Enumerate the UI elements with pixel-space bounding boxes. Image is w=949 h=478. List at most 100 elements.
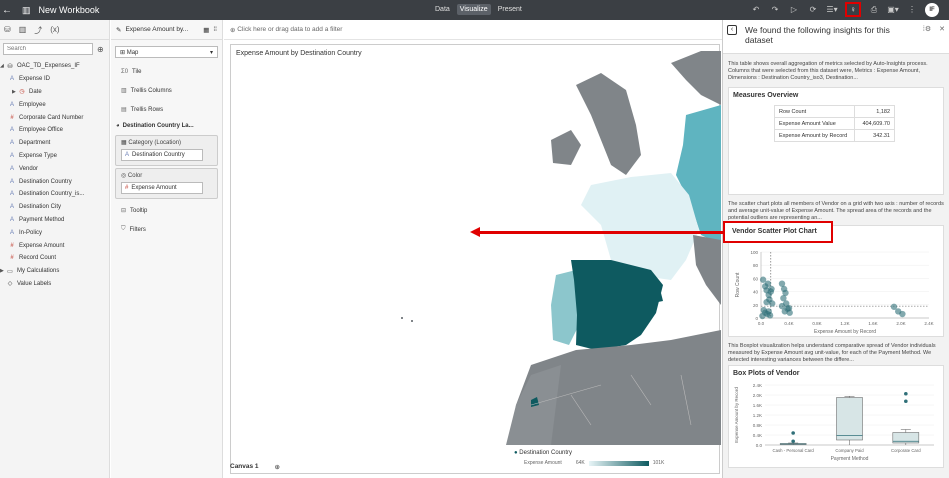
refresh-icon[interactable]: ⟳ [809, 5, 817, 14]
field-item[interactable]: A Department [9, 140, 51, 147]
measure-icon: # [10, 255, 14, 262]
avatar[interactable]: IF [925, 2, 939, 17]
map-region-germany[interactable] [676, 105, 721, 245]
search-input[interactable] [3, 43, 93, 55]
box-outlier [904, 391, 908, 396]
field-item[interactable]: A Payment Method [9, 216, 65, 223]
field-item[interactable]: A Destination City [9, 204, 62, 211]
trellis-columns-row[interactable]: ▥ Trellis Columns [121, 87, 172, 95]
mode-visualize[interactable]: Visualize [456, 4, 491, 15]
x-axis-label: Payment Method [831, 456, 869, 462]
x-tick-label: 0.0 [758, 321, 765, 326]
field-item[interactable]: A Expense Type [9, 152, 57, 159]
map-visualization[interactable]: Expense Amount by Destination Country [230, 44, 721, 474]
color-pill[interactable]: # Expense Amount [121, 182, 203, 194]
my-calculations-item[interactable]: ▶ ▭ My Calculations [0, 268, 60, 275]
mode-present[interactable]: Present [497, 6, 522, 13]
tab-canvas-1[interactable]: Canvas 1 [230, 463, 259, 470]
menu-icon[interactable]: ☰▾ [826, 5, 838, 14]
box-plot-chart[interactable]: 0.0 0.4K 0.8K 1.2K 1.6K 2.0K 2.4K Cash - Person… [729, 381, 944, 466]
data-tab-icon[interactable]: ⛁ [4, 25, 11, 34]
chevron-right-icon[interactable]: ▶ [12, 88, 16, 95]
category-pill[interactable]: A Destination Country [121, 149, 203, 161]
folder-icon: ▭ [7, 268, 13, 275]
field-item[interactable]: # Corporate Card Number [0, 111, 109, 124]
measure-icon: # [10, 114, 14, 121]
field-item[interactable]: ▶ ◷ Date [12, 88, 42, 96]
y-tick-label: 0.4K [753, 433, 762, 438]
viz-tab-icon[interactable]: ▥ [18, 25, 27, 34]
layer-header[interactable]: ◕ Destination Country La... [116, 123, 194, 129]
tooltip-row[interactable]: ⊟ Tooltip [121, 207, 148, 215]
map-region-italy[interactable] [693, 235, 721, 305]
chevron-right-icon[interactable]: ▶ [0, 268, 4, 275]
tile-row[interactable]: Σ0 Tile [121, 68, 142, 75]
map-region-portugal[interactable] [551, 270, 579, 345]
calc-tab-icon[interactable]: (x) [50, 25, 60, 34]
scatter-chart[interactable]: 0 20 40 60 80 100 0.0 0.4K 0.8K 1.2K 1.6K 2.0K 2.4K E… [729, 226, 944, 338]
field-item[interactable]: A Employee Office [9, 127, 63, 134]
grammar-tab-icon[interactable]: ▦ [203, 26, 210, 34]
settings-icon[interactable]: ⁞⚙ [922, 26, 932, 33]
scatter-card[interactable]: 0 20 40 60 80 100 0.0 0.4K 0.8K 1.2K 1.6K 2.0K 2.4K E… [728, 225, 944, 337]
x-tick-label: Company Paid [835, 448, 864, 453]
category-drop-target[interactable]: ▦ Category (Location) A Destination Count… [115, 135, 218, 166]
boxplot-card[interactable]: Box Plots of Vendor 0.0 0.4K 0.8K 1.2K 1.6K 2… [728, 365, 944, 468]
trellis-rows-row[interactable]: ▤ Trellis Rows [121, 106, 164, 114]
auto-insights-icon[interactable]: ♀ [845, 2, 861, 17]
map-region-france[interactable] [581, 173, 699, 280]
properties-tab-icon[interactable]: ⁞⁞ [213, 26, 217, 33]
viz-name[interactable]: Expense Amount by... [125, 26, 189, 33]
attribute-icon: A [9, 152, 14, 159]
collapse-icon[interactable]: ‹ [727, 25, 737, 35]
map-region-norway[interactable] [671, 51, 721, 105]
attribute-icon: A [9, 204, 14, 211]
export-icon[interactable]: ⎙ [870, 4, 878, 14]
measure-icon: # [10, 242, 14, 249]
chevron-down-icon[interactable]: ◢ [0, 63, 4, 70]
insights-title: We found the following insights for this… [745, 25, 890, 45]
scatter-title-highlight: Vendor Scatter Plot Chart [723, 221, 833, 243]
add-canvas-icon[interactable]: ⊕ [274, 464, 280, 471]
map-svg[interactable] [231, 45, 721, 445]
filters-row[interactable]: ⛉ Filters [121, 226, 146, 233]
x-tick-label: 1.6K [868, 321, 877, 326]
more-icon[interactable]: ⋮ [908, 5, 916, 14]
field-item[interactable]: A In-Policy [9, 229, 43, 236]
map-region-uk[interactable] [576, 73, 641, 175]
map-region-spain[interactable] [571, 260, 663, 350]
field-item[interactable]: A Destination Country [9, 178, 72, 185]
field-item[interactable]: A Employee [9, 101, 46, 108]
filter-bar[interactable]: ⊕ Click here or drag data to add a filte… [224, 20, 724, 40]
add-data-icon[interactable]: ⊕ [97, 44, 104, 54]
workbook-icon: ▥ [22, 4, 31, 15]
field-item[interactable]: # Expense Amount [0, 239, 109, 252]
map-region-north-africa[interactable] [511, 330, 721, 445]
attribute-icon: A [9, 216, 14, 223]
field-item[interactable]: A Vendor [9, 165, 39, 172]
undo-icon[interactable]: ↶ [752, 5, 760, 14]
measures-overview-card[interactable]: Measures Overview Row Count 1,182 Expense … [728, 87, 944, 195]
map-region-balearic[interactable] [651, 293, 663, 303]
play-icon[interactable]: ▷ [790, 5, 798, 14]
legend-dot-icon: ● [514, 450, 518, 456]
field-item[interactable]: A Destination Country_is... [9, 191, 85, 198]
field-item[interactable]: # Record Count [0, 252, 109, 265]
back-arrow-icon[interactable]: ← [2, 4, 12, 16]
viz-type-select[interactable]: ⊞ Map ▾ [115, 46, 218, 58]
save-icon[interactable]: ▣▾ [887, 5, 899, 14]
close-icon[interactable]: ✕ [939, 26, 945, 33]
mode-data[interactable]: Data [435, 6, 450, 13]
redo-icon[interactable]: ↷ [771, 5, 779, 14]
value-labels-item[interactable]: ◇ Value Labels [7, 280, 52, 288]
attribute-icon: A [9, 229, 14, 236]
annotation-arrow-head [470, 227, 480, 237]
search-bar: ⊕ [0, 40, 109, 58]
field-item[interactable]: A Expense ID [9, 76, 51, 83]
map-region-ireland[interactable] [551, 130, 581, 165]
scatter-point [782, 289, 789, 297]
color-drop-target[interactable]: ◎ Color # Expense Amount [115, 168, 218, 199]
analytics-tab-icon[interactable]: ⤴ [34, 26, 43, 35]
y-tick-label: 40 [753, 290, 759, 295]
dataset-item[interactable]: ◢ ⛁ OAC_TD_Expenses_IF [0, 63, 80, 70]
